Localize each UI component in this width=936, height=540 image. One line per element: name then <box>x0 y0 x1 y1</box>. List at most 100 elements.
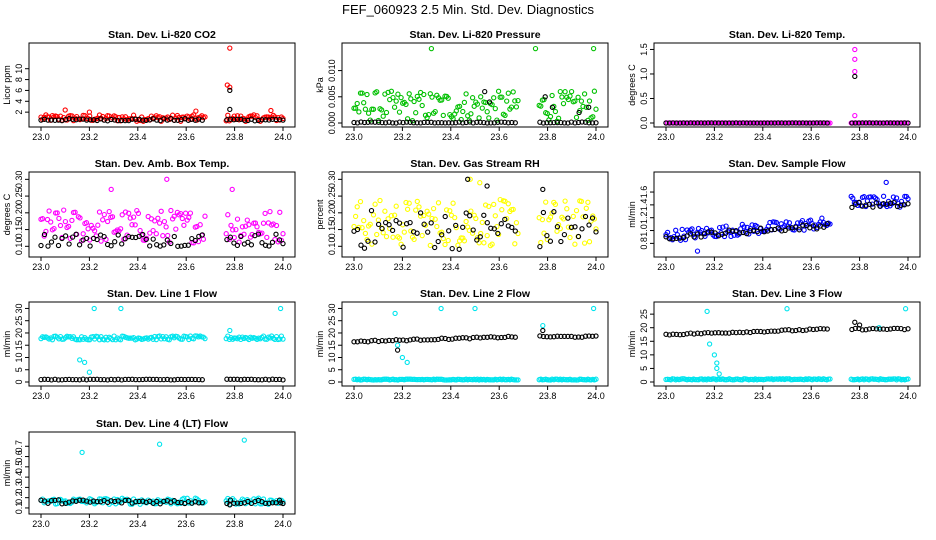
data-point <box>228 222 234 229</box>
data-point <box>413 207 419 213</box>
data-point <box>421 119 427 126</box>
y-tick-label: 0.0 <box>639 117 649 130</box>
data-point <box>544 110 550 117</box>
x-tick-label: 23.0 <box>32 262 50 272</box>
data-point <box>202 114 208 120</box>
data-point <box>819 215 825 221</box>
data-point <box>767 219 773 226</box>
y-tick-label: 10 <box>14 352 24 362</box>
data-point <box>266 377 272 383</box>
data-point <box>83 377 90 383</box>
data-point <box>406 91 412 97</box>
data-point <box>54 210 60 216</box>
data-point <box>477 335 483 341</box>
data-point <box>586 333 592 339</box>
data-point <box>666 332 673 338</box>
data-point <box>398 94 404 101</box>
data-point <box>388 213 395 219</box>
data-point <box>115 232 121 238</box>
data-point <box>199 377 205 383</box>
data-point <box>101 233 107 240</box>
data-point <box>449 120 455 126</box>
plot-frame <box>341 171 609 258</box>
x-tick-label: 23.8 <box>226 519 244 529</box>
data-point <box>498 221 504 227</box>
data-point <box>119 377 125 383</box>
data-point <box>85 226 91 232</box>
data-point <box>119 117 125 124</box>
data-point <box>800 222 806 228</box>
data-point <box>202 335 208 342</box>
x-tick-label: 23.4 <box>442 132 460 142</box>
x-tick-label: 24.0 <box>274 519 292 529</box>
y-tick-label: 25 <box>14 316 24 326</box>
data-point <box>62 376 69 383</box>
chart-panel: Stan. Dev. Li-820 Pressure kPa 23.0 23.2 23.… <box>315 29 609 142</box>
data-point <box>575 94 581 100</box>
data-point <box>411 98 417 105</box>
data-point <box>560 100 567 107</box>
data-point <box>460 108 466 115</box>
data-point <box>227 116 234 122</box>
data-point <box>195 238 202 245</box>
data-point <box>586 239 593 245</box>
data-point <box>589 215 596 221</box>
data-point <box>442 241 448 248</box>
x-tick-label: 23.4 <box>754 391 772 401</box>
data-point <box>729 329 736 335</box>
figure-title: FEF_060923 2.5 Min. Std. Dev. Diagnostic… <box>342 2 594 17</box>
data-point <box>66 116 72 122</box>
data-point <box>276 497 283 503</box>
data-point <box>761 229 767 235</box>
data-point <box>368 207 375 214</box>
data-point <box>445 95 451 101</box>
data-point <box>905 196 911 202</box>
data-point <box>230 227 236 233</box>
data-point <box>249 231 255 238</box>
data-point <box>152 218 158 224</box>
data-point <box>512 120 518 126</box>
data-point <box>852 56 858 62</box>
data-point <box>227 45 233 51</box>
data-point <box>779 327 785 333</box>
y-tick-label: 1.0 <box>639 68 649 81</box>
data-point <box>280 240 286 247</box>
data-point <box>708 330 715 336</box>
y-tick-label: 5 <box>639 366 649 371</box>
data-point <box>491 95 497 101</box>
data-point <box>417 210 424 216</box>
data-point <box>135 210 142 217</box>
data-point <box>810 120 816 126</box>
data-point <box>417 213 424 219</box>
data-point <box>887 376 893 382</box>
data-point <box>79 449 85 456</box>
data-point <box>863 327 869 333</box>
data-point <box>477 180 483 186</box>
data-point <box>182 210 189 216</box>
data-point <box>133 498 139 505</box>
data-point <box>552 201 559 208</box>
x-tick-label: 24.0 <box>899 262 917 272</box>
data-point <box>185 376 191 383</box>
data-point <box>386 119 392 125</box>
data-point <box>178 376 184 383</box>
data-point <box>439 97 445 103</box>
data-point <box>56 215 62 222</box>
data-point <box>108 116 114 123</box>
data-point <box>389 227 396 234</box>
data-point <box>478 230 484 237</box>
data-point <box>108 376 114 383</box>
data-point <box>800 120 806 126</box>
y-axis-label: ml/min <box>315 331 325 358</box>
data-point <box>887 120 894 126</box>
data-point <box>224 236 230 243</box>
data-point <box>393 217 399 224</box>
data-point <box>262 210 268 217</box>
data-point <box>202 213 208 219</box>
data-point <box>69 116 76 122</box>
data-point <box>364 91 370 98</box>
x-tick-label: 23.8 <box>539 132 557 142</box>
data-point <box>119 500 125 506</box>
x-tick-label: 24.0 <box>587 132 605 142</box>
data-point <box>593 376 599 382</box>
